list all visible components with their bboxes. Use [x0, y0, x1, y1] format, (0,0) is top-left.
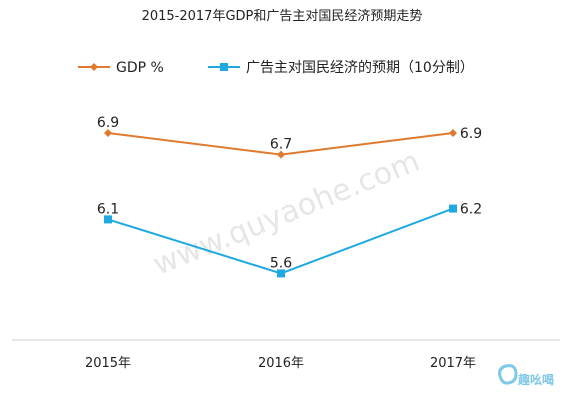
logo: 趣吆喝	[498, 364, 554, 387]
point-s1-2	[277, 150, 285, 159]
x-tick-label-2: 2016年	[258, 356, 304, 371]
data-label-s2-1: 6.1	[97, 201, 119, 217]
x-axis-ticks: 2015年 2016年 2017年	[85, 356, 476, 371]
legend-marker-1	[90, 63, 98, 71]
legend: GDP % 广告主对国民经济的预期（10分制）	[78, 60, 474, 76]
data-label-s2-2: 5.6	[270, 255, 292, 271]
point-s2-1	[104, 215, 112, 224]
point-s2-2	[277, 269, 285, 278]
point-s1-1	[104, 129, 112, 137]
x-tick-label-3: 2017年	[430, 356, 476, 371]
legend-marker-2	[220, 63, 228, 71]
data-label-s1-3: 6.9	[460, 126, 482, 142]
logo-text: 趣吆喝	[517, 372, 554, 387]
data-label-s1-2: 6.7	[270, 137, 292, 153]
data-label-s1-1: 6.9	[97, 115, 119, 131]
point-s2-3	[449, 204, 457, 213]
chart-title: 2015-2017年GDP和广告主对国民经济预期走势	[142, 8, 423, 24]
data-label-s2-3: 6.2	[460, 202, 482, 218]
point-s1-3	[449, 129, 457, 137]
legend-label-2: 广告主对国民经济的预期（10分制）	[246, 60, 474, 76]
legend-label-1: GDP %	[116, 60, 164, 76]
plot-area: 6.9 6.7 6.9 6.1 5.6 6.2	[97, 115, 482, 278]
logo-mark-icon	[498, 364, 518, 385]
x-tick-label-1: 2015年	[85, 356, 131, 371]
